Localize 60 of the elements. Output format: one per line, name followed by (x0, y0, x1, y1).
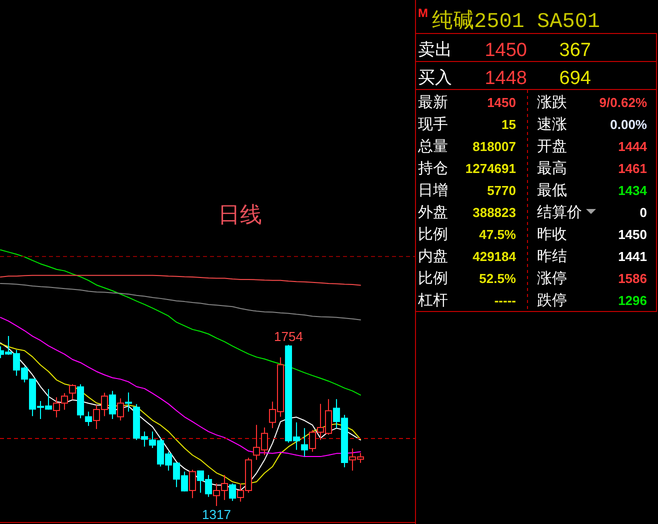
text: 外盘 (418, 203, 448, 221)
candlestick (109, 390, 116, 420)
text: 694 (559, 68, 592, 89)
text: 1461 (618, 161, 647, 176)
text: 纯碱2501 SA501 (432, 9, 600, 34)
text: 1448 (484, 68, 527, 89)
text: 1441 (618, 249, 647, 264)
text: 47.5% (479, 227, 516, 242)
text: 367 (559, 40, 591, 61)
text: 比例 (418, 269, 448, 287)
chart-title: 日线 (218, 203, 262, 228)
text: 0.00% (610, 117, 648, 132)
candlestick (77, 384, 84, 419)
text: 昨结 (537, 247, 567, 265)
text: 结算价 (537, 203, 582, 221)
text: 现手 (418, 115, 448, 133)
text: 涨停 (537, 269, 567, 287)
text: 最高 (537, 159, 567, 177)
candlestick (125, 392, 132, 412)
text: 0 (640, 205, 647, 220)
text: 最低 (537, 181, 567, 199)
candlestick (229, 483, 236, 502)
text: 速涨 (537, 115, 567, 133)
text: 1434 (618, 183, 648, 198)
text: 15 (502, 117, 516, 132)
text: 日增 (418, 181, 448, 199)
text: 429184 (472, 249, 517, 264)
candlestick (189, 469, 196, 499)
text: 1274691 (465, 161, 516, 176)
text: 1450 (484, 40, 527, 61)
candlestick (69, 384, 76, 400)
text: 388823 (472, 205, 516, 220)
text: 1586 (618, 271, 647, 286)
text: 开盘 (537, 137, 567, 155)
candlestick (301, 428, 308, 458)
text: 总量 (417, 137, 448, 155)
text: ----- (494, 293, 516, 308)
text: 1450 (618, 227, 647, 242)
text: 昨收 (537, 225, 567, 243)
text: 1444 (618, 139, 648, 154)
text: 跌停 (537, 291, 567, 309)
text: 818007 (472, 139, 516, 154)
text: 买入 (418, 68, 452, 88)
text: 卖出 (418, 40, 452, 60)
annotation: 1754 (274, 328, 303, 344)
candlestick (85, 411, 92, 426)
text: 内盘 (418, 247, 448, 265)
text: 持仓 (418, 159, 448, 177)
text: M (418, 6, 428, 20)
text: 杠杆 (417, 291, 448, 309)
text: 52.5% (479, 271, 516, 286)
text: 比例 (418, 225, 448, 243)
annotation: 1317 (202, 507, 231, 522)
text: 1450 (487, 95, 516, 110)
text: 5770 (487, 183, 516, 198)
text: 涨跌 (537, 93, 567, 111)
text: 1296 (618, 293, 647, 308)
candlestick (117, 398, 124, 421)
text: 9/0.62% (599, 95, 648, 110)
text: 最新 (418, 93, 448, 111)
